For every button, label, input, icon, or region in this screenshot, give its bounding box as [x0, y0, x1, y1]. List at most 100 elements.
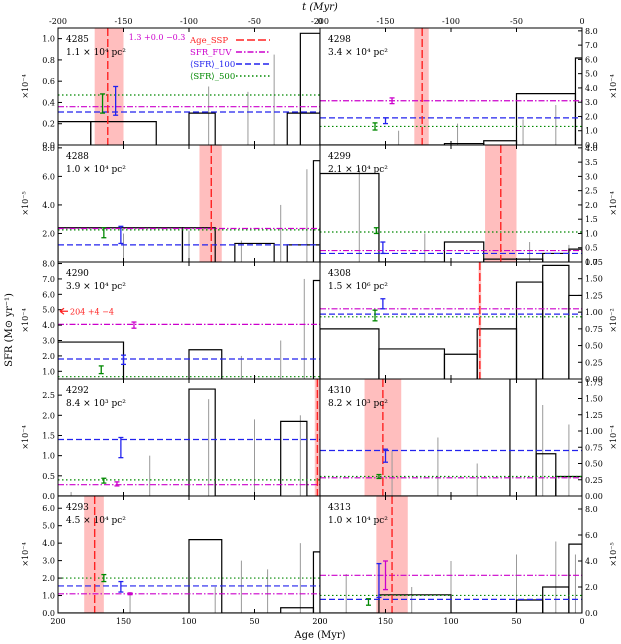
y-tick-label: 1.0	[42, 35, 55, 44]
y-multiplier-label: ×10⁻⁴	[609, 74, 618, 98]
top-tick-label: -100	[180, 17, 198, 26]
panel-plot-area	[320, 379, 582, 496]
y-multiplier-label: ×10⁻⁴	[21, 74, 30, 98]
y-tick-label: 1.0	[42, 367, 55, 376]
y-tick-label: 1.75	[585, 258, 603, 267]
y-tick-label: 4.0	[585, 557, 598, 566]
sfh-step	[280, 420, 308, 496]
y-tick-label: 6.0	[42, 290, 55, 299]
y-tick-label: 6.0	[42, 504, 55, 513]
y-multiplier-label: ×10⁻⁴	[21, 425, 30, 449]
top-tick-label: -50	[510, 17, 523, 26]
panel-area-label: 4.5 × 10⁴ pc²	[66, 516, 126, 526]
bottom-tick-label: 200	[312, 617, 327, 626]
sfh-step	[515, 281, 544, 379]
y-tick-label: 4.0	[585, 144, 598, 153]
y-tick-label: 2.0	[585, 112, 598, 121]
bottom-axis-title: Age (Myr)	[293, 630, 345, 641]
y-tick-label: 0.8	[42, 56, 55, 65]
y-tick-label: 0.50	[585, 460, 603, 469]
sfh-step	[535, 453, 557, 496]
top-tick-label: -200	[49, 17, 67, 26]
bottom-tick-label: 200	[50, 617, 65, 626]
sfh-step	[320, 172, 380, 262]
y-tick-label: 4.0	[42, 321, 55, 330]
panel-4308: 0.00 0.25 0.50 0.75 1.00 1.25 1.50 1.75 ×10⁻² 430…	[319, 258, 618, 384]
panel-plot-area	[320, 28, 582, 145]
panel-id-label: 4293	[66, 503, 89, 513]
sfh-step	[299, 32, 320, 145]
panel-plot-area	[58, 496, 320, 613]
y-tick-label: 4.0	[585, 84, 598, 93]
y-tick-label: 1.00	[585, 308, 603, 317]
y-tick-label: 6.0	[585, 531, 598, 540]
y-tick-label: 0.5	[42, 472, 55, 481]
y-tick-label: 7.0	[585, 41, 598, 50]
panel-plot-area	[58, 28, 320, 145]
y-tick-label: 2.0	[42, 574, 55, 583]
panel-area-label: 1.5 × 10⁶ pc²	[328, 282, 388, 292]
sfh-step	[312, 160, 320, 262]
panel-plot-area	[58, 145, 320, 262]
panel-area-label: 1.1 × 10⁴ pc²	[66, 48, 126, 58]
y-tick-label: 6.0	[585, 55, 598, 64]
y-tick-label: 2.0	[585, 201, 598, 210]
panel-id-label: 4290	[66, 269, 89, 279]
sfh-step	[312, 551, 320, 613]
y-tick-label: 2.5	[585, 187, 598, 196]
sfh-step	[568, 294, 582, 379]
panel-area-label: 3.4 × 10⁴ pc²	[328, 48, 388, 58]
sfh-step	[509, 379, 537, 496]
y-tick-label: 0.25	[585, 358, 603, 367]
y-tick-label: 3.0	[42, 557, 55, 566]
top-tick-label: 0	[317, 17, 322, 26]
y-tick-label: 2.0	[42, 229, 55, 238]
y-multiplier-label: ×10⁻⁵	[21, 191, 30, 215]
sfh-step	[58, 341, 125, 379]
sfh-step	[286, 112, 320, 145]
y-tick-label: 8.0	[42, 260, 55, 269]
y-tick-label: 4.0	[42, 539, 55, 548]
y-tick-label: 0.50	[585, 342, 603, 351]
panel-4313: 0.0 2.0 4.0 6.0 8.0 ×10⁻⁵ 4313 1.0 × 10⁴ pc² 200…	[312, 495, 618, 626]
legend-label-fuv: SFR_FUV	[190, 48, 232, 58]
y-tick-label: 1.0	[585, 127, 598, 136]
sfh-step	[280, 607, 315, 613]
y-tick-label: 1.0	[585, 229, 598, 238]
ssp-age-band	[94, 28, 124, 145]
top-tick-label: -50	[248, 17, 261, 26]
panel-area-label: 3.9 × 10⁴ pc²	[66, 282, 126, 292]
panel-area-label: 8.4 × 10³ pc²	[66, 399, 126, 409]
panel-area-label: 1.0 × 10⁴ pc²	[66, 165, 126, 175]
y-tick-label: 0.0	[585, 609, 598, 618]
panel-area-label: 8.2 × 10³ pc²	[328, 399, 388, 409]
sfh-step	[378, 594, 452, 613]
y-tick-label: 2.0	[42, 352, 55, 361]
sfh-step	[483, 140, 518, 145]
y-tick-label: 0.0	[42, 492, 55, 501]
panel-id-label: 4310	[328, 386, 351, 396]
y-tick-label: 1.0	[42, 452, 55, 461]
y-tick-label: 0.0	[42, 141, 55, 150]
panels-group: 0.0 0.2 0.4 0.6 0.8 1.0 ×10⁻⁴ 4285 1.1 × 10⁴ pc²…	[21, 17, 618, 626]
y-multiplier-label: ×10⁻⁴	[21, 542, 30, 566]
top-tick-label: -150	[115, 17, 133, 26]
y-multiplier-label: ×10⁻²	[609, 308, 618, 332]
y-tick-label: 1.5	[585, 215, 598, 224]
y-tick-label: 3.0	[585, 98, 598, 107]
sfh-step	[542, 264, 570, 379]
y-multiplier-label: ×10⁻⁴	[609, 425, 618, 449]
bottom-tick-label: 50	[511, 617, 521, 626]
top-tick-label: -100	[442, 17, 460, 26]
panel-id-label: 4298	[328, 35, 351, 45]
panel-area-label: 1.0 × 10⁴ pc²	[328, 516, 388, 526]
sfh-step	[443, 353, 478, 379]
bottom-tick-label: 0	[317, 617, 322, 626]
y-tick-label: 0.75	[585, 325, 603, 334]
sfh-step	[542, 252, 570, 262]
sfh-step	[58, 121, 92, 145]
y-tick-label: 1.0	[42, 592, 55, 601]
y-tick-label: 0.25	[585, 476, 603, 485]
top-tick-label: -150	[377, 17, 395, 26]
sfh-step	[188, 539, 223, 613]
